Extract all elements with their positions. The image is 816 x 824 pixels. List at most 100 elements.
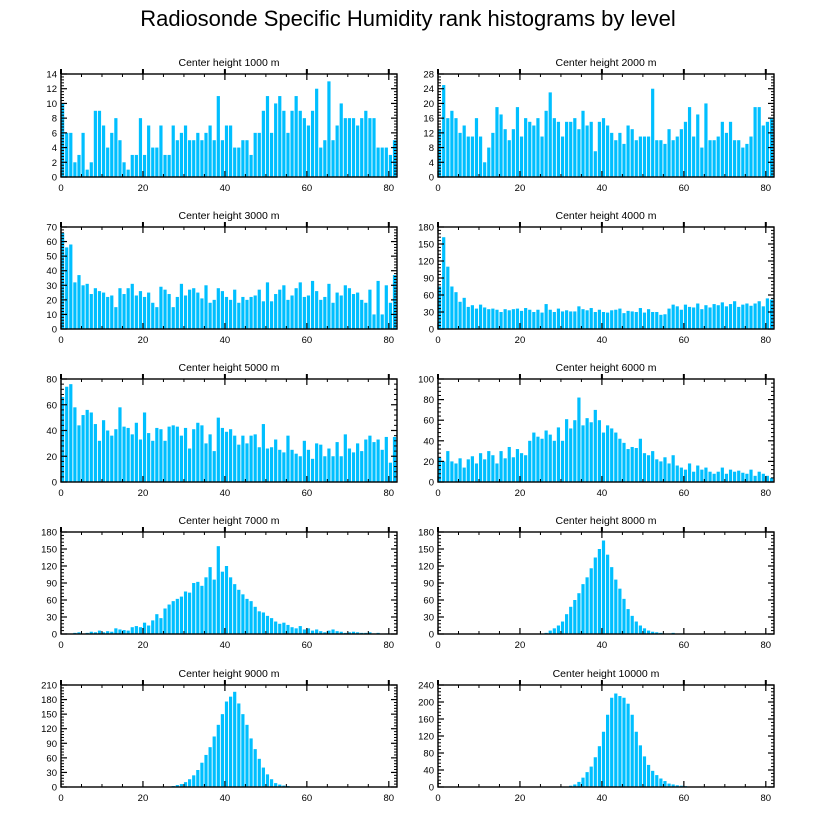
histogram-bar bbox=[589, 766, 593, 787]
histogram-bar bbox=[282, 785, 286, 787]
histogram-bar bbox=[630, 311, 634, 329]
histogram-bar bbox=[728, 304, 733, 329]
plot-frame bbox=[60, 73, 398, 178]
histogram-bar bbox=[85, 283, 89, 329]
histogram-bar bbox=[470, 136, 474, 177]
histogram-bar bbox=[196, 422, 200, 482]
x-tick-label: 0 bbox=[58, 793, 63, 804]
histogram-bar bbox=[737, 470, 741, 482]
histogram-bar bbox=[737, 306, 741, 329]
x-tick-label: 60 bbox=[679, 183, 690, 194]
histogram-bar bbox=[110, 435, 114, 482]
histogram-bar bbox=[622, 442, 626, 482]
histogram-bar bbox=[163, 289, 167, 329]
histogram-bar bbox=[671, 140, 675, 177]
histogram-bar bbox=[315, 443, 319, 483]
histogram-bar bbox=[720, 467, 724, 482]
histogram-bar bbox=[142, 154, 147, 177]
histogram-bar bbox=[614, 579, 618, 634]
y-tick-label: 10 bbox=[46, 99, 57, 110]
histogram-bar bbox=[73, 162, 77, 177]
x-tick-label: 40 bbox=[220, 488, 231, 499]
y-tick-label: 8 bbox=[429, 143, 434, 154]
histogram-bar bbox=[118, 140, 122, 177]
histogram-bar bbox=[159, 429, 163, 482]
histogram-bar bbox=[503, 129, 507, 177]
histogram-bar bbox=[663, 457, 667, 482]
histogram-bar bbox=[310, 630, 315, 634]
histogram-bar bbox=[544, 304, 548, 329]
histogram-bar bbox=[597, 420, 601, 482]
histogram-bar bbox=[368, 632, 372, 634]
histogram-bar bbox=[675, 785, 679, 787]
histogram-bar bbox=[249, 296, 253, 329]
histogram-bar bbox=[499, 312, 503, 329]
histogram-bar bbox=[495, 107, 499, 177]
histogram-bar bbox=[606, 125, 610, 177]
histogram-bar bbox=[274, 783, 278, 787]
histogram-bar bbox=[278, 96, 282, 177]
histogram-bar bbox=[368, 435, 372, 482]
x-tick-label: 80 bbox=[761, 335, 772, 346]
histogram-bar bbox=[581, 309, 585, 329]
histogram-bar bbox=[151, 147, 155, 177]
histogram-bar bbox=[175, 296, 179, 329]
histogram-bar bbox=[77, 275, 81, 329]
histogram-bar bbox=[700, 309, 704, 329]
y-tick-label: 0 bbox=[52, 325, 57, 336]
histogram-bar bbox=[347, 632, 352, 634]
histogram-bar bbox=[126, 169, 130, 177]
histogram-bar bbox=[642, 628, 647, 634]
y-tick-label: 180 bbox=[41, 528, 57, 539]
histogram-bar bbox=[241, 296, 245, 329]
histogram-bar bbox=[544, 430, 548, 482]
histogram-bar bbox=[331, 302, 335, 329]
histogram-bar bbox=[470, 305, 474, 329]
histogram-bar bbox=[466, 136, 470, 177]
x-tick-label: 20 bbox=[138, 640, 149, 651]
histogram-bar bbox=[622, 143, 626, 177]
histogram-bar bbox=[85, 169, 89, 177]
histogram-bar bbox=[446, 266, 450, 329]
y-tick-label: 60 bbox=[423, 596, 434, 607]
histogram-bar bbox=[310, 110, 315, 177]
histogram-bar bbox=[753, 107, 757, 177]
histogram-bar bbox=[503, 458, 507, 482]
histogram-bar bbox=[487, 309, 491, 329]
panel-title: Center height 10000 m bbox=[553, 668, 660, 680]
histogram-bar bbox=[692, 136, 696, 177]
histogram-panel: Center height 7000 m 0 20 40 60 80 0 30 60 90 120 1… bbox=[41, 515, 398, 651]
histogram-bar bbox=[261, 612, 265, 634]
plot-frame bbox=[437, 73, 775, 178]
histogram-bar bbox=[347, 448, 352, 482]
y-tick-label: 180 bbox=[418, 223, 434, 234]
x-tick-label: 40 bbox=[597, 640, 608, 651]
histogram-bar bbox=[716, 471, 720, 482]
histogram-bar bbox=[478, 136, 483, 177]
histogram-bar bbox=[171, 601, 175, 634]
x-tick-label: 40 bbox=[597, 488, 608, 499]
histogram-bar bbox=[269, 779, 274, 787]
histogram-bar bbox=[306, 628, 311, 634]
histogram-bar bbox=[450, 461, 454, 482]
histogram-bar bbox=[89, 412, 93, 482]
histogram-bar bbox=[532, 312, 536, 329]
histogram-bar bbox=[208, 302, 212, 329]
histogram-bar bbox=[499, 451, 503, 482]
histogram-bar bbox=[73, 282, 77, 329]
histogram-bar bbox=[556, 625, 561, 634]
histogram-bar bbox=[200, 762, 204, 787]
histogram-bar bbox=[565, 310, 569, 329]
histogram-bar bbox=[306, 295, 311, 329]
histogram-bar bbox=[339, 103, 343, 177]
y-tick-label: 180 bbox=[418, 528, 434, 539]
histogram-bar bbox=[335, 442, 339, 482]
histogram-bar bbox=[196, 292, 200, 329]
histogram-bar bbox=[655, 632, 659, 634]
histogram-bar bbox=[167, 604, 171, 634]
histogram-bar bbox=[462, 467, 466, 482]
figure-title: Radiosonde Specific Humidity rank histog… bbox=[140, 6, 676, 31]
histogram-panel: Center height 2000 m 0 20 40 60 80 0 4 8 12 16 20 24… bbox=[423, 57, 775, 194]
histogram-panel: Center height 8000 m 0 20 40 60 80 0 30 60 90 120 1… bbox=[418, 515, 775, 651]
histogram-bar bbox=[147, 125, 151, 177]
